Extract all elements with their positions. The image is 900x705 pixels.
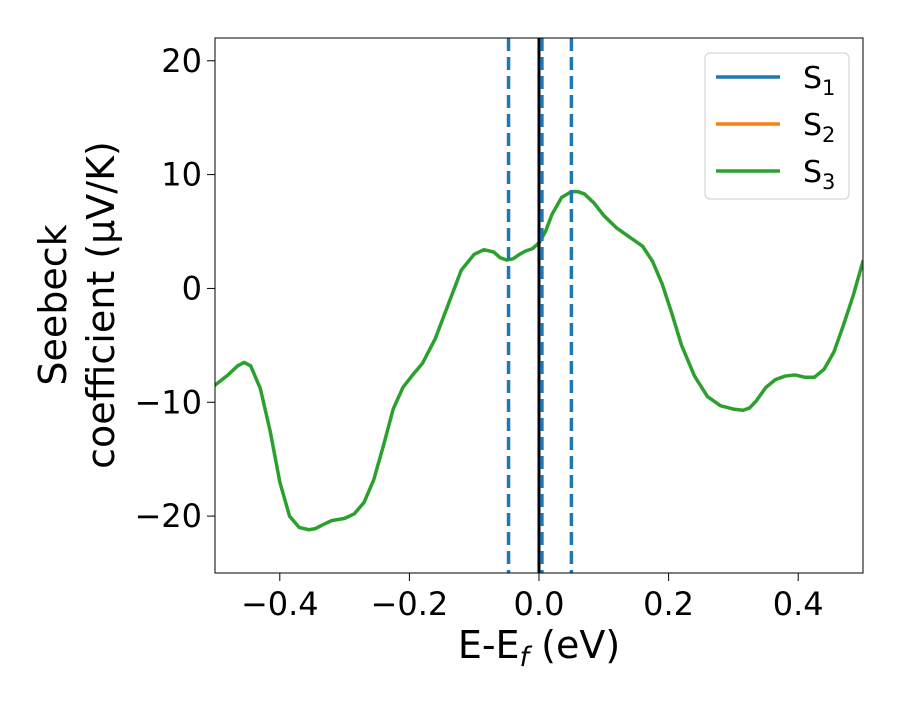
y-axis-label-line1: Seebeck	[31, 224, 75, 385]
y-tick-label: 10	[161, 156, 202, 194]
legend-label-1: S1	[803, 61, 835, 100]
y-tick-label: 0	[182, 269, 202, 307]
x-tick-label: 0.4	[773, 585, 824, 623]
x-tick-label: 0.0	[514, 585, 565, 623]
plot-area	[215, 38, 863, 573]
x-tick-label: 0.2	[643, 585, 694, 623]
x-tick-label: −0.2	[371, 585, 449, 623]
y-tick-label: 20	[161, 42, 202, 80]
legend-box	[704, 52, 850, 200]
y-axis-label: Seebeck coefficient (μV/K)	[31, 141, 123, 469]
y-axis-label-line2: coefficient (μV/K)	[79, 141, 123, 469]
x-axis-label: E-Ef (eV)	[458, 623, 620, 673]
y-tick-label: −10	[134, 383, 202, 421]
y-axis-ticks: −20 −10 0 10 20	[134, 42, 215, 535]
x-axis-ticks: −0.4 −0.2 0.0 0.2 0.4	[241, 573, 824, 623]
y-tick-label: −20	[134, 497, 202, 535]
legend: S1 S2 S3	[704, 52, 850, 200]
legend-label-2: S2	[803, 108, 835, 147]
x-tick-label: −0.4	[241, 585, 319, 623]
series-line-1	[215, 189, 863, 532]
legend-label-3: S3	[803, 155, 835, 194]
